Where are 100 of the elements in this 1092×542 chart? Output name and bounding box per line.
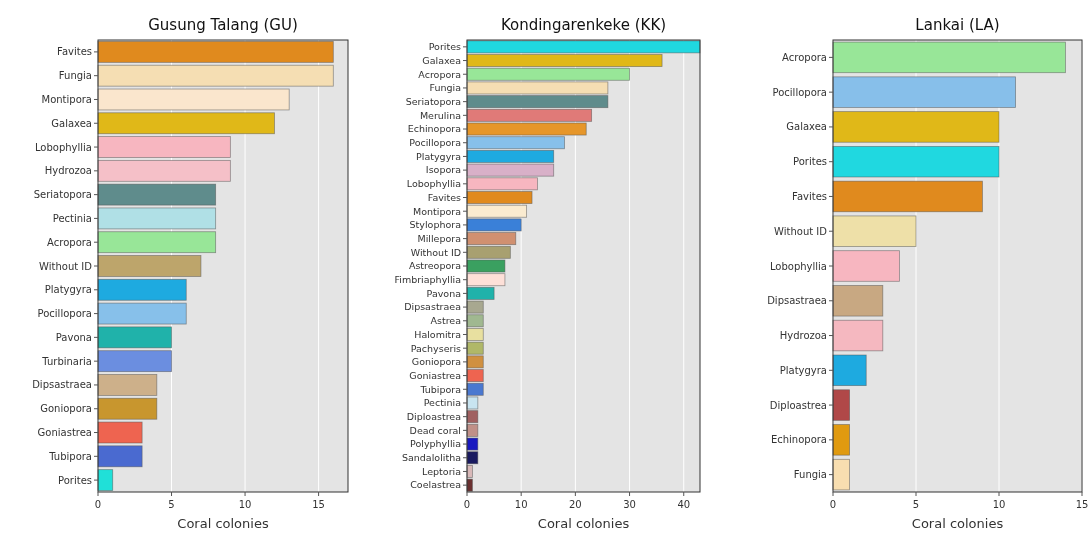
x-axis-title: Coral colonies <box>911 516 1004 531</box>
x-tick-label: 40 <box>677 499 691 510</box>
x-tick-label: 0 <box>829 499 837 510</box>
y-tick-label: Dipsastraea <box>32 379 92 391</box>
bar <box>832 111 1000 143</box>
y-tick-label: Favites <box>57 46 92 58</box>
y-tick-label: Pectinia <box>52 212 92 224</box>
y-tick-label: Dipsastraea <box>767 295 827 307</box>
y-tick-label: Dead coral <box>409 424 461 436</box>
x-tick-label: 20 <box>569 499 582 510</box>
bar <box>97 41 334 63</box>
y-tick-label: Isopora <box>425 164 461 176</box>
x-tick-label: 0 <box>463 499 471 510</box>
y-tick-label: Pachyseris <box>410 342 462 354</box>
x-tick-label: 0 <box>94 499 102 510</box>
y-tick-label: Millepora <box>417 232 461 244</box>
x-axis-title: Coral colonies <box>537 516 630 531</box>
y-tick-label: Platygyra <box>416 150 461 162</box>
bar <box>97 374 158 396</box>
y-tick-label: Acropora <box>782 51 827 63</box>
bar <box>832 41 1066 74</box>
y-tick-label: Echinopora <box>407 123 461 135</box>
y-tick-label: Montipora <box>413 205 461 217</box>
y-tick-label: Pavona <box>55 331 92 343</box>
y-tick-label: Galaxea <box>786 121 827 133</box>
bar <box>832 389 850 421</box>
y-tick-label: Lobophyllia <box>769 260 827 272</box>
y-tick-label: Pocillopora <box>772 86 827 98</box>
y-tick-label: Astrea <box>430 315 461 327</box>
y-tick-label: Platygyra <box>779 364 827 376</box>
bar <box>97 255 202 277</box>
chart-title: Kondingarenkeke (KK) <box>500 16 667 34</box>
x-tick-label: 30 <box>623 499 636 510</box>
bar <box>97 350 172 373</box>
y-tick-label: Merulina <box>419 109 461 121</box>
bar <box>97 159 231 182</box>
y-tick-label: Without ID <box>774 225 828 237</box>
y-tick-label: Tubipora <box>48 450 92 462</box>
chart-title: Lankai (LA) <box>915 16 1000 34</box>
y-tick-label: Lobophyllia <box>34 141 92 153</box>
y-tick-label: Acropora <box>418 68 461 80</box>
x-tick-label: 5 <box>168 499 175 510</box>
x-tick-label: 15 <box>1075 499 1089 510</box>
y-tick-label: Fungia <box>429 82 461 94</box>
y-tick-label: Echinopora <box>770 434 827 446</box>
y-tick-label: Hydrozoa <box>44 165 92 177</box>
y-tick-label: Pavona <box>426 287 461 299</box>
y-tick-label: Coelastrea <box>410 479 461 491</box>
x-tick-label: 10 <box>238 499 252 510</box>
y-tick-label: Turbinaria <box>41 355 92 367</box>
y-tick-label: Polyphyllia <box>410 438 461 450</box>
y-tick-label: Tubipora <box>419 383 461 395</box>
y-tick-label: Galaxea <box>51 117 92 129</box>
bar <box>832 215 917 247</box>
y-tick-label: Without ID <box>39 260 93 272</box>
y-tick-label: Galaxea <box>422 54 461 66</box>
x-tick-label: 5 <box>912 499 920 510</box>
y-tick-label: Halomitra <box>414 328 461 340</box>
x-tick-label: 10 <box>514 499 528 510</box>
y-tick-label: Porites <box>58 474 92 486</box>
bar <box>832 180 983 213</box>
y-tick-label: Goniastrea <box>37 427 92 439</box>
chart-title: Gusung Talang (GU) <box>148 16 298 34</box>
bar <box>832 319 884 352</box>
y-tick-label: Fimbriaphyllia <box>394 274 461 286</box>
y-tick-label: Goniopora <box>411 356 461 368</box>
y-tick-label: Pocillopora <box>37 308 92 320</box>
y-tick-label: Fungia <box>793 469 827 481</box>
y-tick-label: Astreopora <box>408 260 461 272</box>
y-tick-label: Goniastrea <box>409 369 461 381</box>
bar <box>832 458 850 491</box>
bar <box>832 76 1016 108</box>
y-tick-label: Dipsastraea <box>404 301 461 313</box>
y-tick-label: Platygyra <box>44 284 92 296</box>
y-tick-label: Fungia <box>58 70 92 82</box>
y-tick-label: Leptoria <box>422 465 461 477</box>
y-tick-label: Without ID <box>410 246 461 258</box>
bar <box>97 136 231 158</box>
y-tick-label: Pectinia <box>423 397 461 409</box>
y-tick-label: Diploastrea <box>406 410 461 422</box>
x-axis-title: Coral colonies <box>177 516 269 531</box>
y-tick-label: Porites <box>428 41 462 53</box>
y-tick-label: Stylophora <box>409 219 461 231</box>
x-tick-label: 10 <box>992 499 1006 510</box>
y-tick-label: Porites <box>793 156 827 168</box>
y-tick-label: Seriatopora <box>33 189 92 201</box>
bar <box>832 285 884 317</box>
bar <box>97 469 114 491</box>
y-tick-label: Pocillopora <box>409 137 461 149</box>
y-tick-label: Hydrozoa <box>779 330 827 342</box>
y-tick-label: Lobophyllia <box>406 178 461 190</box>
y-tick-label: Favites <box>427 191 462 203</box>
x-tick-label: 15 <box>312 499 325 510</box>
bar <box>832 250 900 282</box>
bar <box>832 424 850 456</box>
y-tick-label: Diploastrea <box>769 399 827 411</box>
bar <box>832 145 1000 178</box>
y-tick-label: Acropora <box>47 236 92 248</box>
y-tick-label: Seriatopora <box>405 95 461 107</box>
y-tick-label: Favites <box>792 190 827 202</box>
